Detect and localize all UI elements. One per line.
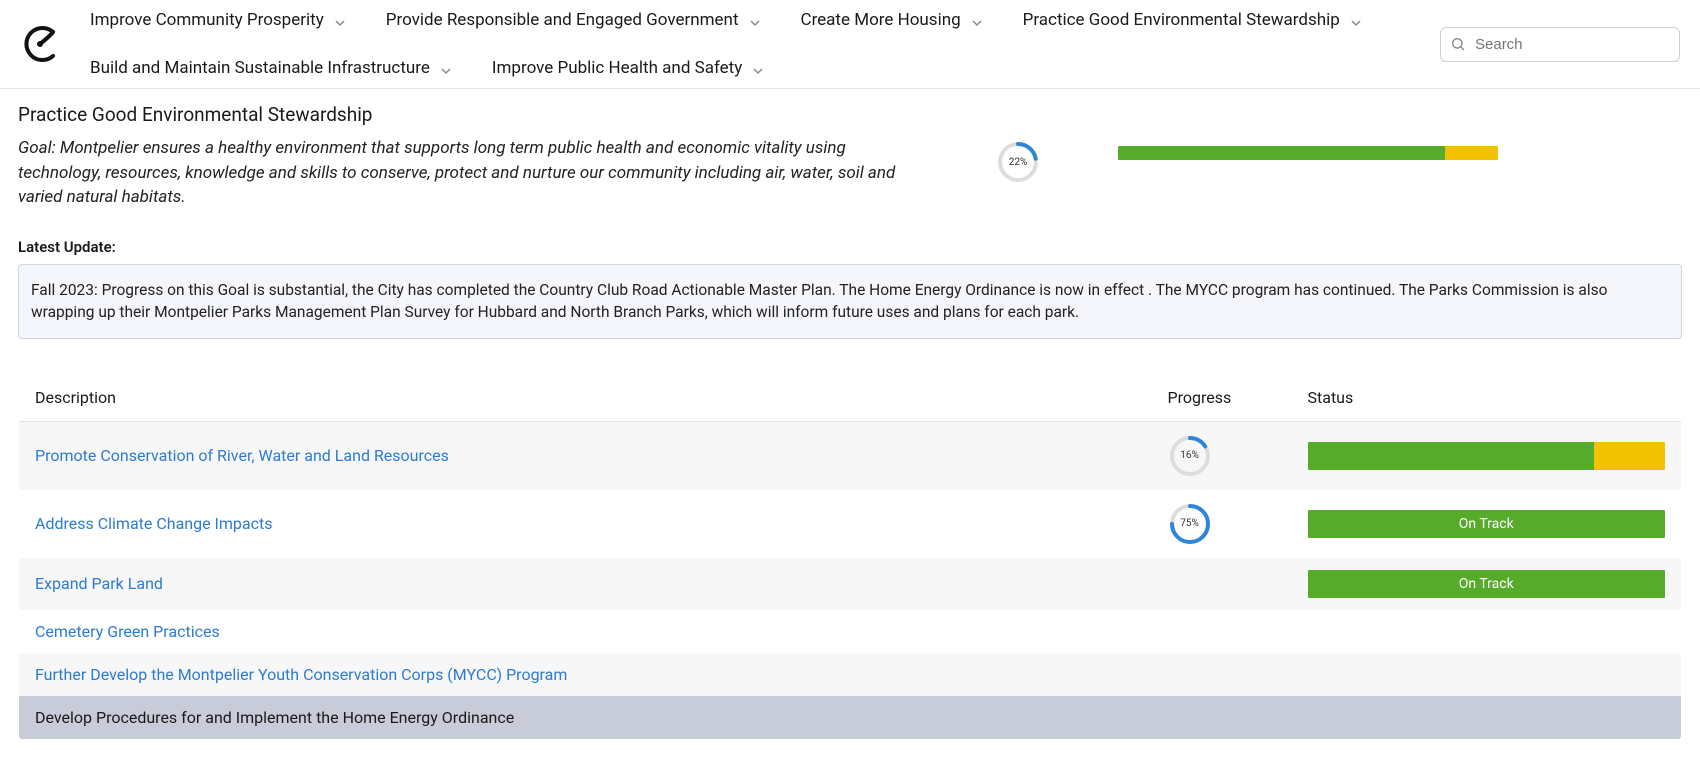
table-row: Address Climate Change Impacts 75% On Trac… — [19, 490, 1682, 558]
row-progress-cell — [1152, 610, 1292, 653]
progress-ring-label: 75% — [1168, 502, 1212, 546]
row-description[interactable]: Address Climate Change Impacts — [35, 514, 272, 533]
search-wrap — [1440, 27, 1680, 62]
nav-item[interactable]: Build and Maintain Sustainable Infrastru… — [90, 58, 452, 78]
row-description[interactable]: Promote Conservation of River, Water and… — [35, 446, 449, 465]
col-progress: Progress — [1152, 373, 1292, 421]
nav-item[interactable]: Provide Responsible and Engaged Governme… — [386, 10, 761, 30]
nav-item[interactable]: Practice Good Environmental Stewardship — [1023, 10, 1362, 30]
nav-item-label: Create More Housing — [801, 10, 961, 30]
latest-update-label: Latest Update: — [18, 238, 1682, 256]
row-progress-cell — [1152, 558, 1292, 610]
row-status-cell — [1292, 696, 1682, 740]
goal-progress-ring: 22% — [996, 140, 1040, 184]
row-status-cell — [1292, 421, 1682, 490]
progress-ring-label: 22% — [996, 140, 1040, 184]
row-progress-cell — [1152, 653, 1292, 696]
row-status-cell — [1292, 653, 1682, 696]
goal-status-bar — [1118, 146, 1498, 160]
search-icon — [1450, 36, 1466, 52]
status-segment — [1445, 146, 1498, 160]
logo-icon — [20, 22, 60, 66]
nav-item-label: Practice Good Environmental Stewardship — [1023, 10, 1340, 30]
col-description: Description — [19, 373, 1152, 421]
row-description[interactable]: Cemetery Green Practices — [35, 622, 220, 641]
status-segment — [1118, 146, 1445, 160]
content: Practice Good Environmental Stewardship … — [0, 89, 1700, 770]
nav-item-label: Improve Public Health and Safety — [492, 58, 742, 78]
table-row: Cemetery Green Practices — [19, 610, 1682, 653]
table-row: Promote Conservation of River, Water and… — [19, 421, 1682, 490]
chevron-down-icon — [752, 62, 764, 74]
row-status-cell — [1292, 610, 1682, 653]
row-description[interactable]: Further Develop the Montpelier Youth Con… — [35, 665, 567, 684]
search-input[interactable] — [1440, 27, 1680, 62]
goal-summary-row: Goal: Montpelier ensures a healthy envir… — [18, 136, 1682, 210]
page-title: Practice Good Environmental Stewardship — [18, 103, 1682, 126]
status-badge: On Track — [1308, 570, 1666, 598]
goal-progress-ring-cell: 22% — [948, 136, 1088, 184]
topbar: Improve Community Prosperity Provide Resp… — [0, 0, 1700, 89]
main-nav: Improve Community Prosperity Provide Resp… — [90, 10, 1420, 78]
row-progress-cell: 16% — [1152, 421, 1292, 490]
goal-status-bar-cell — [1118, 136, 1498, 160]
progress-ring-label: 16% — [1168, 434, 1212, 478]
nav-item-label: Provide Responsible and Engaged Governme… — [386, 10, 739, 30]
row-progress-cell: 75% — [1152, 490, 1292, 558]
row-progress-cell — [1152, 696, 1292, 740]
status-segment — [1594, 442, 1666, 470]
chevron-down-icon — [749, 14, 761, 26]
nav-item-label: Build and Maintain Sustainable Infrastru… — [90, 58, 430, 78]
chevron-down-icon — [334, 14, 346, 26]
status-bar — [1308, 442, 1666, 470]
status-badge: On Track — [1308, 510, 1666, 538]
nav-item[interactable]: Improve Community Prosperity — [90, 10, 346, 30]
row-status-cell: On Track — [1292, 490, 1682, 558]
table-row: Expand Park Land On Track — [19, 558, 1682, 610]
nav-item[interactable]: Create More Housing — [801, 10, 983, 30]
table-row: Develop Procedures for and Implement the… — [19, 696, 1682, 740]
chevron-down-icon — [440, 62, 452, 74]
nav-item[interactable]: Improve Public Health and Safety — [492, 58, 764, 78]
chevron-down-icon — [1350, 14, 1362, 26]
chevron-down-icon — [971, 14, 983, 26]
latest-update-text: Fall 2023: Progress on this Goal is subs… — [18, 264, 1682, 339]
goals-table: Description Progress Status Promote Cons… — [18, 373, 1682, 740]
col-status: Status — [1292, 373, 1682, 421]
status-segment — [1308, 442, 1594, 470]
row-status-cell: On Track — [1292, 558, 1682, 610]
row-description[interactable]: Expand Park Land — [35, 574, 163, 593]
table-row: Further Develop the Montpelier Youth Con… — [19, 653, 1682, 696]
goal-text: Goal: Montpelier ensures a healthy envir… — [18, 136, 918, 210]
nav-item-label: Improve Community Prosperity — [90, 10, 324, 30]
row-description: Develop Procedures for and Implement the… — [35, 708, 514, 727]
